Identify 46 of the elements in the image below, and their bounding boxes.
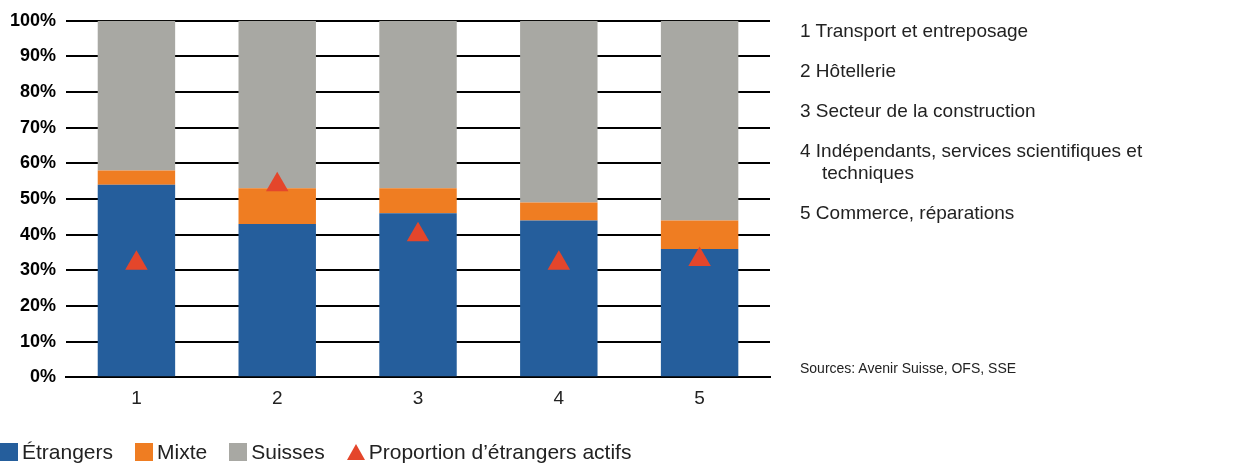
bar	[660, 220, 739, 249]
point	[547, 250, 571, 270]
text: 4 Indépendants, services scientifiques et techniques	[800, 140, 1144, 184]
bar	[97, 184, 176, 377]
legend-label: Étrangers	[22, 440, 114, 464]
bar	[660, 248, 739, 377]
y-tick-label: 30%	[20, 259, 57, 280]
y-tick-label: 100%	[9, 9, 57, 30]
x-tick-label: 2	[271, 386, 283, 408]
y-tick-label: 90%	[20, 45, 57, 66]
text: 5 Commerce, réparations	[800, 202, 1016, 224]
y-tick-label: 50%	[20, 187, 57, 208]
bar	[660, 20, 739, 221]
point	[688, 246, 711, 267]
text: 2 Hôtellerie	[800, 60, 898, 82]
bar	[379, 20, 457, 189]
x-tick-label: 5	[694, 386, 705, 408]
bar	[520, 202, 598, 221]
bar	[379, 213, 457, 377]
source-note: Sources: Avenir Suisse, OFS, SSE	[800, 360, 1018, 376]
y-tick-label: 40%	[20, 223, 57, 244]
legend-label: Proportion d’étrangers actifs	[368, 440, 632, 464]
bar	[97, 20, 176, 171]
y-tick-label: 10%	[20, 330, 57, 351]
bar	[238, 20, 316, 189]
legend-label: Suisses	[251, 440, 325, 464]
y-tick-label: 60%	[20, 152, 57, 173]
point	[265, 171, 289, 192]
bar	[520, 220, 598, 377]
y-tick-label: 0%	[30, 366, 57, 387]
x-tick-label: 3	[412, 386, 424, 408]
point	[125, 250, 148, 270]
point	[406, 221, 430, 242]
bar	[520, 20, 598, 203]
bar	[238, 188, 316, 224]
y-tick-label: 20%	[20, 294, 57, 315]
bar	[238, 223, 316, 377]
y-tick-label: 70%	[20, 116, 57, 137]
x-tick-label: 4	[553, 386, 565, 408]
y-tick-label: 80%	[20, 81, 57, 102]
bar	[379, 188, 457, 214]
x-tick-label: 1	[131, 386, 142, 408]
text: 1 Transport et entreposage	[800, 20, 1030, 42]
text: 3 Secteur de la construction	[800, 100, 1037, 122]
legend-label: Mixte	[157, 440, 208, 464]
bar	[97, 170, 176, 185]
